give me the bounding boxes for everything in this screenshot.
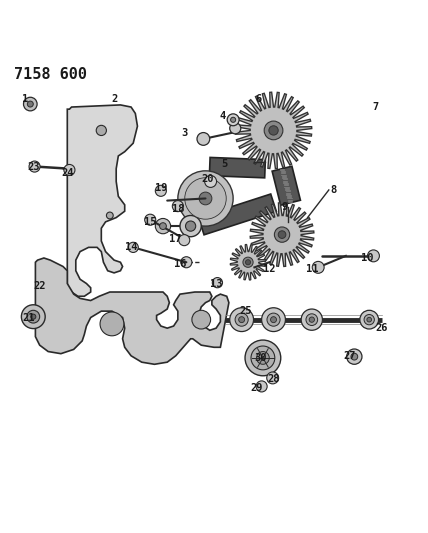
Circle shape [107, 212, 113, 219]
Text: 11: 11 [306, 264, 318, 273]
Text: 22: 22 [33, 281, 46, 290]
Polygon shape [230, 245, 266, 280]
Circle shape [239, 317, 245, 322]
Polygon shape [67, 105, 137, 296]
Text: 7: 7 [372, 102, 379, 112]
Polygon shape [250, 203, 314, 266]
Text: 25: 25 [240, 306, 252, 316]
Circle shape [231, 117, 236, 123]
Circle shape [155, 219, 171, 234]
Circle shape [155, 185, 166, 196]
Circle shape [243, 257, 253, 268]
Circle shape [267, 313, 280, 326]
Polygon shape [209, 157, 265, 178]
Circle shape [351, 353, 358, 360]
Circle shape [96, 125, 107, 135]
Circle shape [347, 349, 362, 364]
Circle shape [309, 317, 315, 322]
Circle shape [160, 223, 166, 230]
Circle shape [29, 161, 40, 172]
Circle shape [269, 126, 278, 135]
Circle shape [256, 381, 267, 392]
Circle shape [251, 346, 275, 370]
Text: 12: 12 [263, 264, 276, 273]
Text: 14: 14 [125, 243, 137, 252]
Circle shape [306, 314, 318, 326]
Text: 4: 4 [220, 110, 226, 120]
Circle shape [301, 309, 322, 330]
Text: 17: 17 [169, 234, 182, 244]
Circle shape [270, 317, 276, 322]
Circle shape [128, 243, 138, 253]
Circle shape [199, 192, 212, 205]
Circle shape [172, 200, 183, 212]
Circle shape [235, 313, 248, 326]
Circle shape [197, 133, 210, 146]
Circle shape [31, 314, 36, 319]
Text: 20: 20 [201, 174, 214, 184]
Polygon shape [272, 166, 300, 205]
Circle shape [21, 305, 45, 328]
Circle shape [274, 227, 290, 243]
Circle shape [227, 114, 239, 126]
Circle shape [368, 250, 379, 262]
Polygon shape [36, 258, 229, 364]
Circle shape [192, 310, 211, 329]
Circle shape [179, 235, 190, 246]
Circle shape [264, 121, 283, 140]
Text: 5: 5 [222, 159, 228, 169]
Circle shape [27, 310, 40, 323]
Text: 28: 28 [267, 374, 280, 384]
Circle shape [181, 257, 192, 268]
Text: 9: 9 [281, 202, 287, 212]
Circle shape [262, 308, 285, 332]
Circle shape [278, 231, 286, 238]
Text: 16: 16 [174, 260, 186, 269]
Circle shape [267, 372, 279, 384]
Circle shape [230, 308, 253, 332]
Circle shape [212, 278, 223, 288]
Text: 18: 18 [172, 204, 184, 214]
Circle shape [145, 214, 156, 225]
Text: 15: 15 [144, 217, 157, 227]
Polygon shape [235, 92, 312, 168]
Polygon shape [199, 194, 276, 235]
Text: 8: 8 [330, 185, 336, 195]
Text: 26: 26 [376, 323, 388, 333]
Circle shape [185, 221, 196, 231]
Circle shape [180, 215, 201, 237]
Circle shape [27, 101, 33, 107]
Text: 30: 30 [255, 353, 267, 363]
Text: 23: 23 [27, 161, 39, 172]
Text: 27: 27 [344, 351, 357, 361]
Circle shape [256, 352, 269, 364]
Text: 7158 600: 7158 600 [14, 67, 87, 82]
Text: 3: 3 [181, 127, 187, 138]
Text: 19: 19 [155, 183, 167, 193]
Circle shape [367, 317, 372, 322]
Circle shape [230, 123, 241, 134]
Circle shape [364, 314, 374, 325]
Text: 10: 10 [361, 253, 373, 263]
Circle shape [312, 261, 324, 273]
Circle shape [205, 175, 217, 188]
Text: 6: 6 [256, 93, 262, 103]
Circle shape [64, 165, 75, 175]
Text: 2: 2 [111, 93, 117, 103]
Text: 29: 29 [250, 383, 263, 393]
Circle shape [178, 171, 233, 226]
Circle shape [360, 310, 378, 329]
Circle shape [246, 260, 250, 265]
Circle shape [185, 177, 226, 219]
Text: 21: 21 [23, 312, 35, 322]
Text: 24: 24 [61, 168, 74, 178]
Text: 13: 13 [210, 279, 223, 288]
Circle shape [100, 312, 124, 336]
Circle shape [24, 97, 37, 111]
Circle shape [245, 340, 281, 376]
Text: 1: 1 [22, 93, 28, 103]
Circle shape [188, 181, 223, 215]
